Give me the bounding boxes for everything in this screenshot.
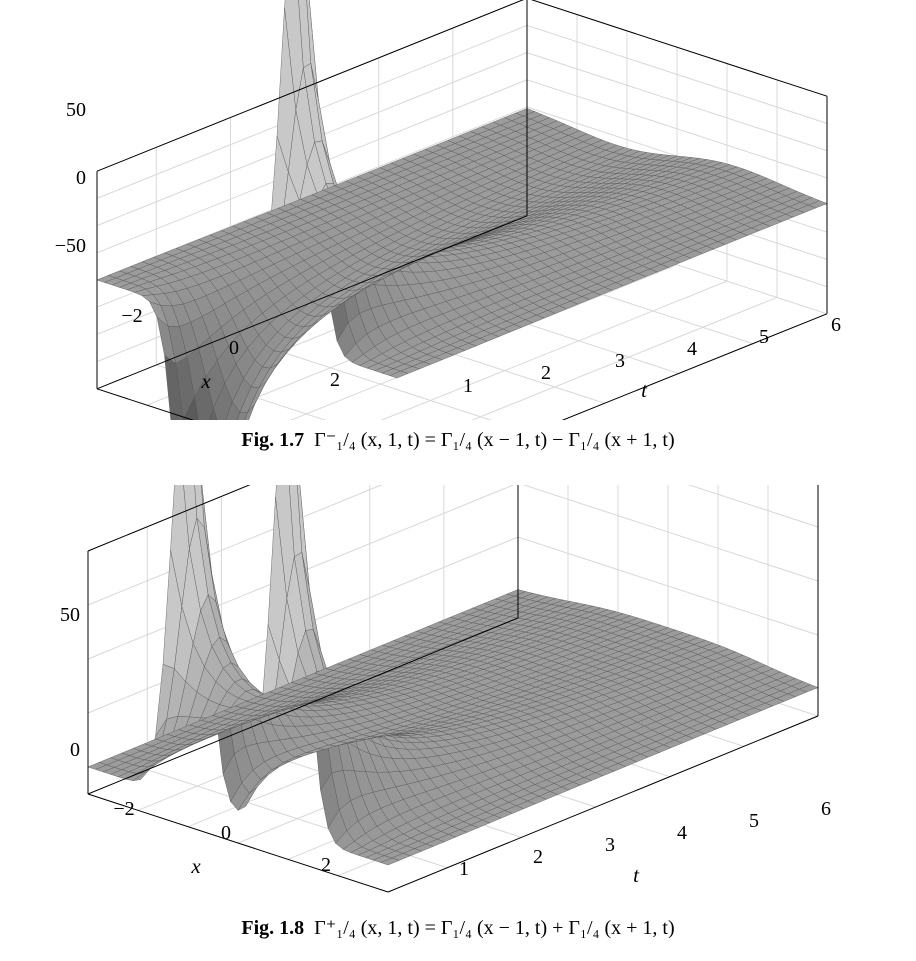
t-tick-3: 3	[605, 834, 615, 856]
x-tick-minus-2: −2	[113, 798, 134, 820]
frame-edge	[96, 215, 528, 390]
z-tick-minus-50: −50	[55, 235, 86, 257]
figure-1-8-plot: 50 0 −2 0 2 x 1 2 3 4 5 6 t	[60, 485, 831, 893]
t-tick-6: 6	[831, 314, 841, 336]
grid-line	[471, 297, 778, 420]
caption-formula: Γ⁺₁/₄ (x, 1, t) = Γ₁/₄ (x − 1, t) + Γ₁/₄…	[314, 917, 675, 939]
x-axis-label: x	[190, 854, 201, 878]
figure-1-7-frame	[96, 0, 828, 420]
t-tick-5: 5	[759, 326, 769, 348]
figure-1-8-z-ticks: 50 0	[60, 604, 80, 761]
x-tick-0: 0	[221, 822, 231, 844]
t-tick-4: 4	[677, 822, 687, 844]
figure-1-8-frame	[87, 485, 819, 893]
t-tick-5: 5	[749, 810, 759, 832]
figure-1-7-caption: Fig. 1.7 Γ⁻₁/₄ (x, 1, t) = Γ₁/₄ (x − 1, t…	[0, 427, 916, 452]
frame-edge	[530, 0, 828, 97]
z-tick-0: 0	[76, 167, 86, 189]
figure-1-7-t-ticks: 1 2 3 4 5 6	[463, 314, 841, 397]
figure-1-7-plot: 50 0 −50 −2 0 2 x 1 2 3 4 5 6 t	[55, 0, 841, 420]
grid-line	[380, 280, 728, 420]
t-tick-2: 2	[541, 362, 551, 384]
z-tick-50: 50	[66, 99, 86, 121]
t-axis-label: t	[641, 378, 648, 402]
t-axis-label: t	[633, 863, 640, 887]
frame-edge	[87, 793, 389, 893]
frame-edge	[96, 0, 524, 172]
t-tick-1: 1	[463, 375, 473, 397]
caption-formula: Γ⁻₁/₄ (x, 1, t) = Γ₁/₄ (x − 1, t) − Γ₁/₄…	[314, 429, 675, 451]
figure-1-8-x-ticks: −2 0 2	[113, 798, 331, 876]
x-tick-minus-2: −2	[121, 305, 142, 327]
x-axis-label: x	[200, 369, 211, 393]
x-tick-2: 2	[321, 854, 331, 876]
figure-1-8-caption: Fig. 1.8 Γ⁺₁/₄ (x, 1, t) = Γ₁/₄ (x − 1, t…	[0, 915, 916, 940]
surface-patch	[515, 108, 536, 117]
frame-edge	[387, 715, 819, 893]
t-tick-1: 1	[459, 858, 469, 880]
frame-edge	[561, 313, 828, 420]
z-tick-50: 50	[60, 604, 80, 626]
t-tick-3: 3	[615, 350, 625, 372]
x-tick-0: 0	[229, 337, 239, 359]
frame-edge	[96, 388, 195, 420]
x-tick-2: 2	[330, 369, 340, 391]
frame-edge	[87, 485, 251, 552]
frame-edge	[87, 617, 519, 795]
figure-1-8-surface	[87, 485, 819, 866]
surface-patch	[506, 589, 527, 597]
figure-1-8-t-ticks: 1 2 3 4 5 6	[459, 798, 831, 880]
t-tick-6: 6	[821, 798, 831, 820]
caption-label: Fig. 1.7	[241, 429, 305, 451]
z-tick-0: 0	[70, 739, 80, 761]
t-tick-2: 2	[533, 846, 543, 868]
figure-1-7-z-ticks: 50 0 −50	[55, 99, 86, 257]
caption-label: Fig. 1.8	[241, 917, 305, 939]
t-tick-4: 4	[687, 338, 697, 360]
figure-1-7-x-ticks: −2 0 2	[121, 305, 340, 391]
